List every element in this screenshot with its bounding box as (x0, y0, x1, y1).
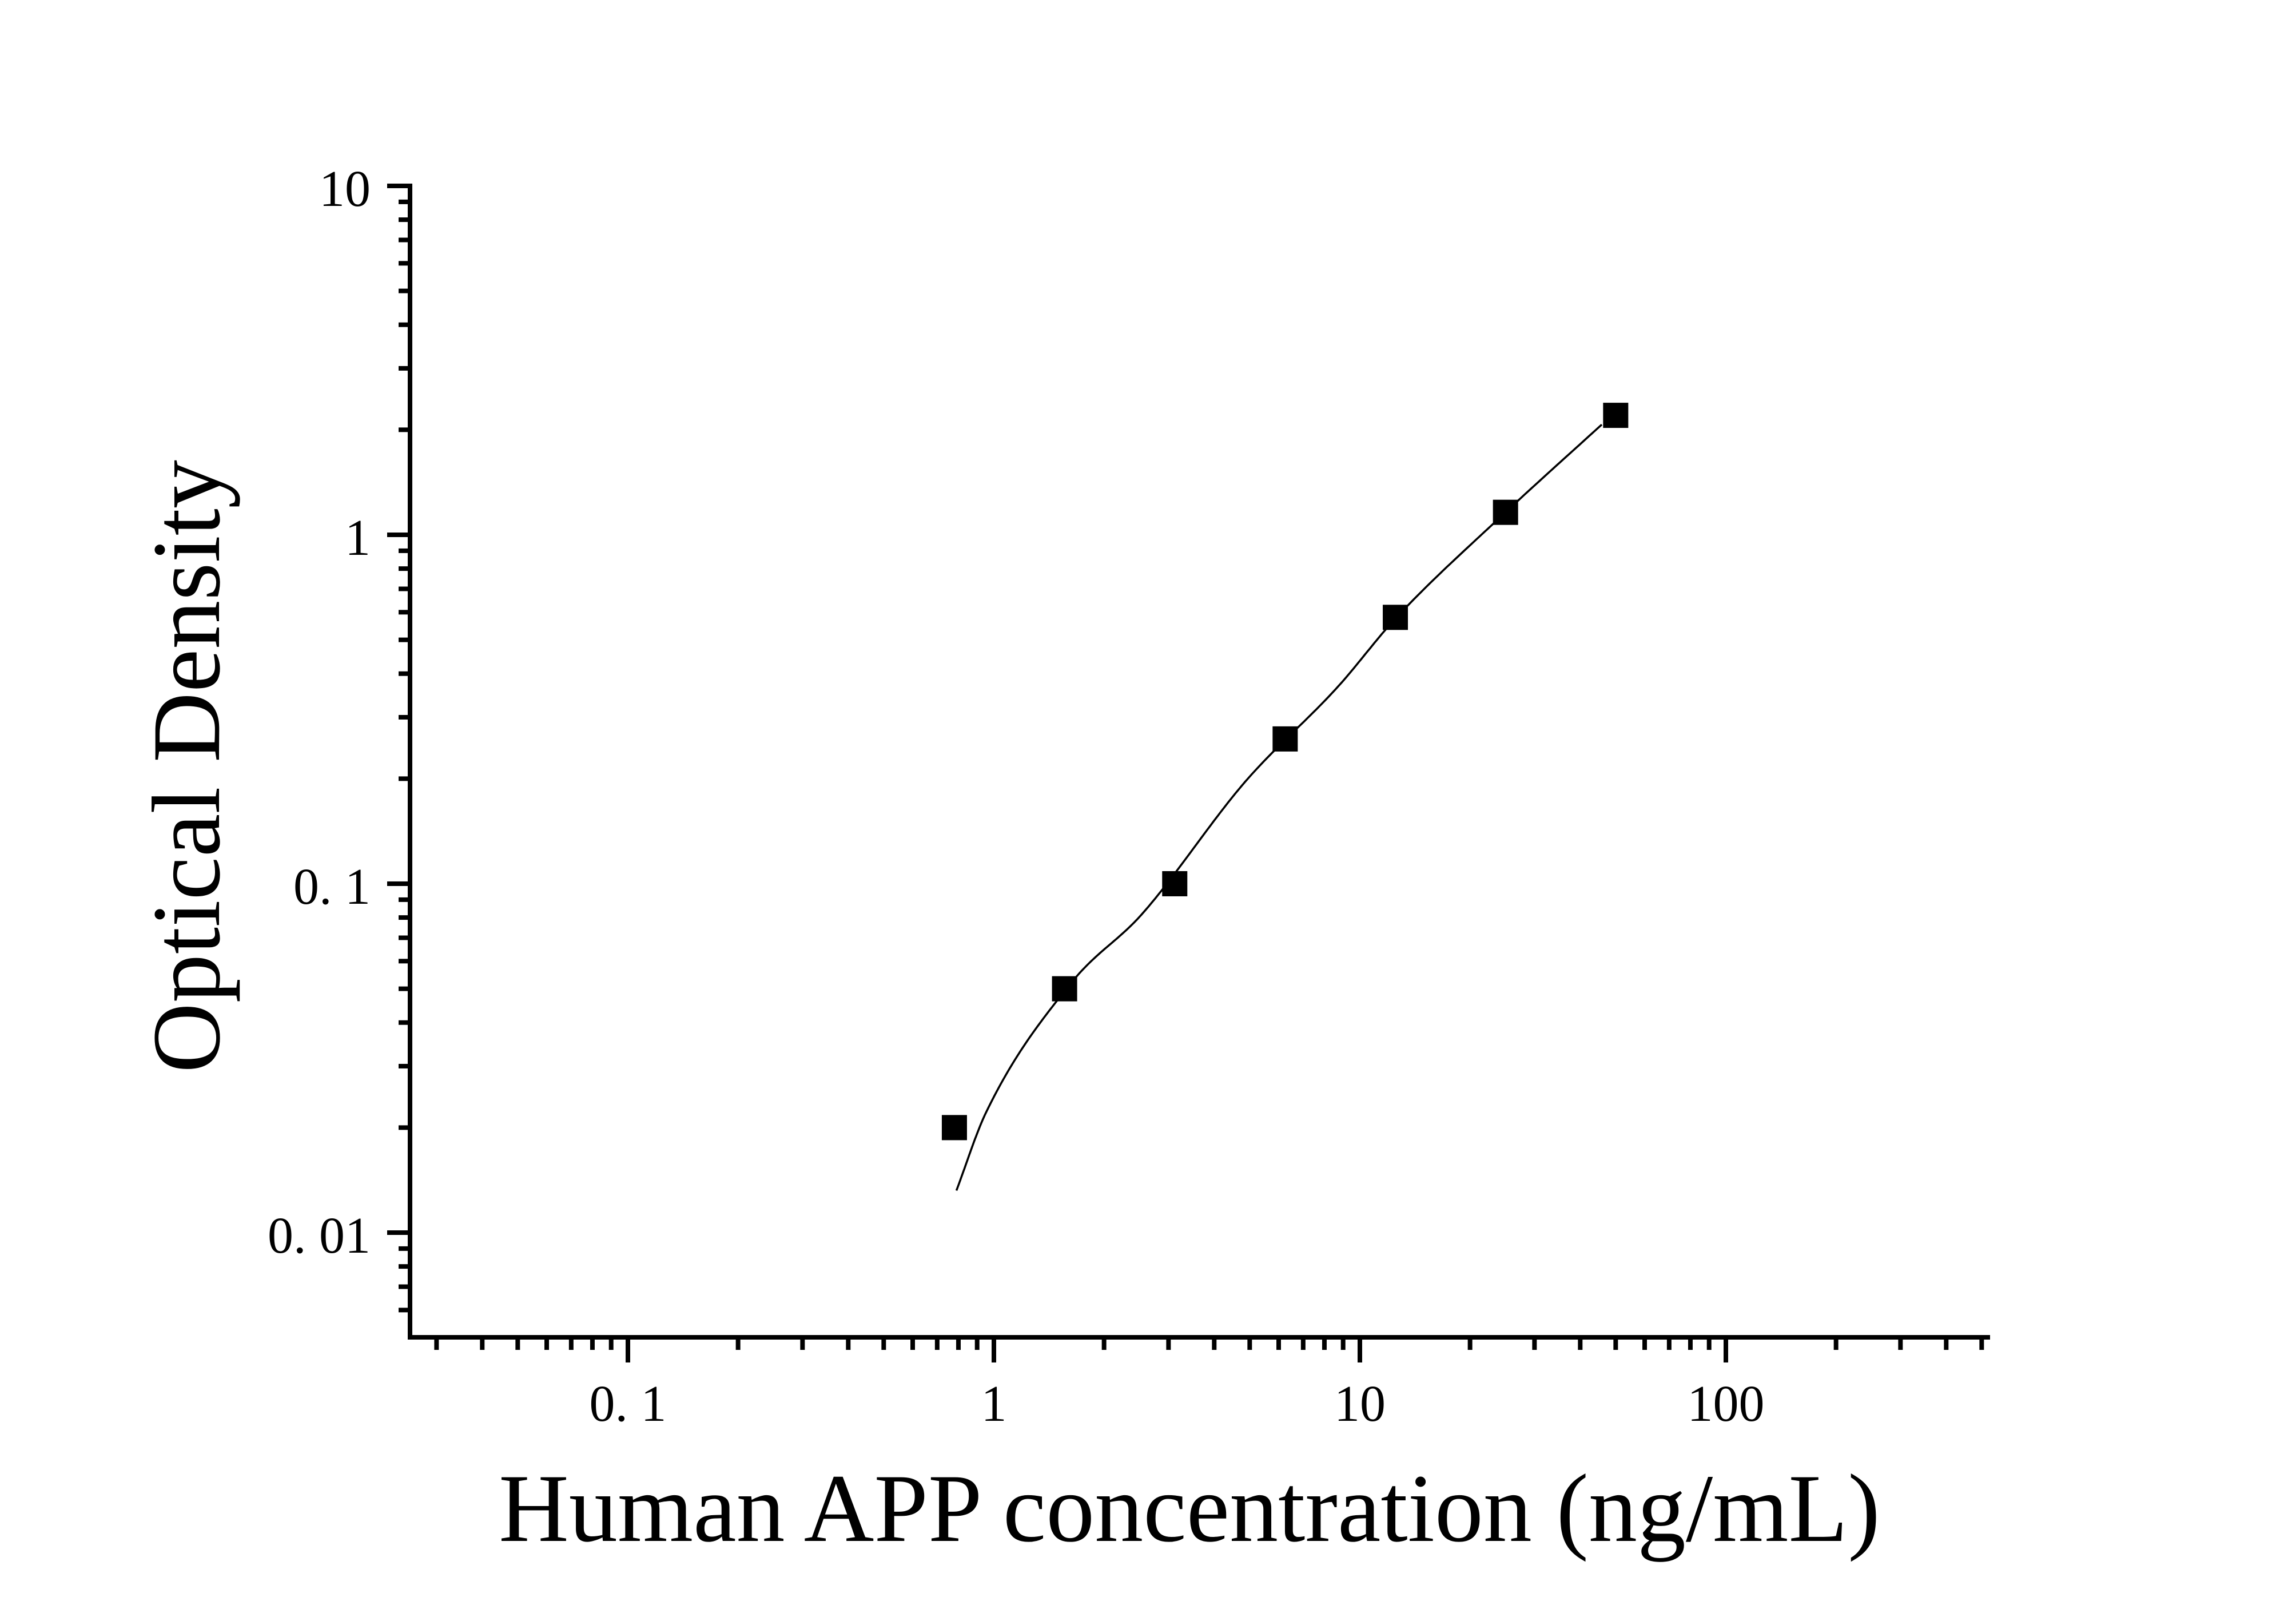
y-tick-label: 1 (345, 510, 371, 566)
y-axis-major-ticks (387, 184, 408, 1235)
y-axis-tick-labels: 10 1 0. 1 0. 01 (268, 161, 371, 1264)
y-tick-label: 10 (319, 161, 371, 217)
data-point-marker (1493, 499, 1518, 525)
x-axis-tick-labels: 0. 1 1 10 100 (590, 1376, 1765, 1432)
x-axis-major-ticks (626, 1340, 1728, 1362)
x-tick-label: 10 (1334, 1376, 1386, 1432)
data-point-marker (1272, 726, 1298, 752)
y-axis-minor-ticks (399, 199, 408, 1313)
x-tick-label: 0. 1 (590, 1376, 667, 1432)
fit-curve-line (955, 423, 1603, 1191)
x-tick-label: 100 (1688, 1376, 1765, 1432)
x-axis-minor-ticks (434, 1340, 1984, 1350)
data-point-marker (1052, 976, 1077, 1002)
y-axis-title: Optical Density (133, 460, 240, 1073)
data-point-marker (1603, 403, 1629, 428)
x-tick-label: 1 (981, 1376, 1007, 1432)
data-point-marker (941, 1115, 967, 1141)
y-tick-label: 0. 1 (293, 859, 371, 915)
x-axis-title: Human APP concentration (ng/mL) (499, 1455, 1880, 1562)
data-point-marker (1383, 605, 1408, 630)
data-point-markers (941, 403, 1629, 1141)
y-tick-label: 0. 01 (268, 1207, 371, 1264)
data-point-marker (1162, 871, 1188, 896)
